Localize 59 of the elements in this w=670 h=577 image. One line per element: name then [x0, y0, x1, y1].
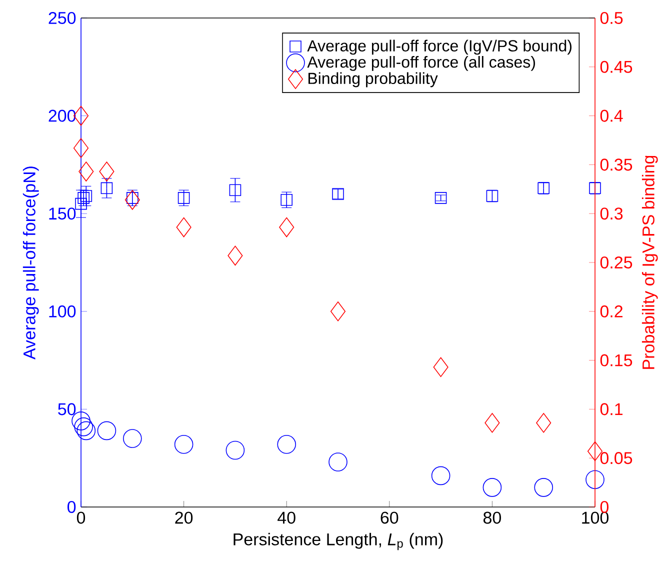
- y2-tick-label: 0: [600, 500, 608, 514]
- point: [76, 421, 96, 440]
- y2-tick-label: 0.25: [600, 256, 632, 269]
- y-tick-label: 50: [58, 403, 76, 416]
- y2-tick-label: 0.35: [600, 158, 632, 171]
- point: [482, 478, 502, 497]
- point: [431, 466, 450, 486]
- y2-tick-label: 0.5: [600, 12, 623, 24]
- point: [330, 301, 346, 322]
- y2-tick-label: 0.45: [600, 60, 632, 73]
- y2-axis-title: Probability of IgV-PS binding: [642, 156, 658, 369]
- point: [99, 162, 114, 182]
- point: [484, 412, 500, 433]
- point: [174, 434, 194, 454]
- point: [226, 440, 245, 460]
- y-tick-label: 250: [48, 12, 76, 24]
- x-tick-label: 0: [76, 512, 86, 524]
- point: [126, 192, 138, 204]
- point: [279, 217, 294, 238]
- point: [73, 138, 89, 158]
- point: [433, 357, 448, 378]
- point: [589, 182, 601, 194]
- y-axis-title: Average pull-off force(pN): [22, 166, 39, 360]
- point: [124, 190, 140, 210]
- legend-label: Average pull-off force (IgV/PS bound): [307, 40, 572, 55]
- point: [78, 192, 90, 204]
- point: [178, 192, 190, 204]
- point: [536, 412, 552, 433]
- point: [123, 429, 142, 448]
- y-tick-label: 0: [68, 500, 76, 514]
- y-tick-label: 150: [49, 208, 76, 220]
- point: [328, 452, 348, 472]
- x-tick-label: 100: [582, 512, 609, 524]
- point: [97, 421, 116, 440]
- point: [78, 162, 94, 182]
- y2-tick-label: 0.2: [600, 305, 622, 318]
- point: [586, 470, 604, 489]
- legend-label: Binding probability: [308, 72, 438, 88]
- y2-tick-label: 0.3: [600, 208, 623, 220]
- legend-label: Average pull-off force (all cases): [307, 56, 535, 71]
- y2-tick-label: 0.05: [600, 452, 632, 464]
- x-tick-label: 20: [175, 512, 193, 524]
- x-tick-label: 40: [278, 512, 296, 524]
- y2-tick-label: 0.1: [600, 403, 623, 416]
- point: [280, 194, 293, 206]
- y-tick-label: 100: [49, 305, 76, 318]
- point: [434, 192, 447, 204]
- x-tick-label: 60: [380, 512, 398, 524]
- x-tick-label: 80: [483, 512, 501, 524]
- point: [100, 182, 113, 194]
- x-axis-title: Persistence Length, L$_{p}$ (nm): [234, 532, 443, 550]
- point: [74, 417, 93, 436]
- point: [176, 217, 192, 238]
- y2-tick-label: 0.4: [600, 110, 623, 122]
- point: [229, 184, 242, 196]
- point: [534, 478, 554, 497]
- y2-tick-label: 0.15: [600, 354, 632, 366]
- point: [277, 434, 296, 454]
- point: [228, 246, 243, 266]
